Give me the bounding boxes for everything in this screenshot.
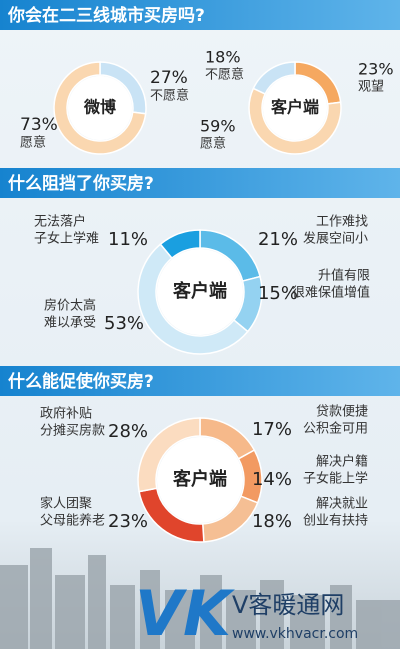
category-label: 很难保值增值 bbox=[292, 285, 370, 301]
center-label: 客户端 bbox=[173, 468, 227, 490]
value-label: 73% bbox=[20, 115, 58, 135]
section-title: 什么阻挡了你买房? bbox=[8, 173, 154, 194]
center-label: 客户端 bbox=[271, 98, 319, 117]
category-label: 房价太高 bbox=[44, 298, 96, 314]
watermark-name: V客暖通网 bbox=[232, 591, 344, 619]
donut-center bbox=[263, 76, 327, 140]
section-header bbox=[0, 366, 400, 396]
category-label: 政府补贴 bbox=[40, 407, 92, 422]
category-label: 不愿意 bbox=[205, 67, 244, 83]
category-label: 分摊买房款 bbox=[40, 423, 105, 439]
category-label: 升值有限 bbox=[318, 268, 370, 284]
category-label: 贷款便捷 bbox=[316, 405, 368, 420]
section-title: 什么能促使你买房? bbox=[8, 371, 154, 392]
category-label: 解决户籍 bbox=[316, 454, 368, 470]
section-header bbox=[0, 0, 400, 30]
donut-slice bbox=[137, 417, 201, 493]
center-label: 微博 bbox=[83, 98, 116, 117]
category-label: 愿意 bbox=[200, 136, 226, 152]
value-label: 15% bbox=[258, 283, 298, 304]
category-label: 父母能养老 bbox=[40, 513, 105, 529]
value-label: 18% bbox=[205, 48, 241, 67]
value-label: 11% bbox=[108, 229, 148, 250]
watermark-logo: VK bbox=[135, 577, 235, 649]
value-label: 23% bbox=[108, 511, 148, 532]
watermark-url: www.vkhvacr.com bbox=[232, 626, 358, 642]
donut-center bbox=[157, 249, 243, 335]
value-label: 14% bbox=[252, 469, 292, 490]
skyline bbox=[0, 548, 400, 649]
category-label: 公积金可用 bbox=[303, 421, 368, 437]
value-label: 28% bbox=[108, 421, 148, 442]
donut-center bbox=[68, 76, 132, 140]
donut-center bbox=[157, 437, 243, 523]
value-label: 18% bbox=[252, 511, 292, 532]
donut-slice bbox=[159, 229, 201, 260]
category-label: 发展空间小 bbox=[303, 231, 368, 247]
donut-slice bbox=[248, 87, 342, 155]
section-title: 你会在二三线城市买房吗? bbox=[7, 5, 205, 26]
category-label: 观望 bbox=[358, 79, 384, 95]
section-header bbox=[0, 168, 400, 198]
donut-slice bbox=[137, 243, 249, 355]
value-label: 21% bbox=[258, 229, 298, 250]
category-label: 无法落户 bbox=[34, 214, 86, 230]
value-label: 23% bbox=[358, 60, 394, 79]
value-label: 59% bbox=[200, 117, 236, 136]
category-label: 子女上学难 bbox=[34, 231, 99, 247]
center-label: 客户端 bbox=[173, 280, 227, 302]
value-label: 53% bbox=[104, 313, 144, 334]
category-label: 解决就业 bbox=[316, 497, 368, 512]
category-label: 难以承受 bbox=[44, 316, 96, 331]
donut-slice bbox=[53, 61, 147, 155]
donut-slice bbox=[252, 61, 296, 95]
category-label: 家人团聚 bbox=[40, 496, 92, 512]
category-label: 不愿意 bbox=[150, 88, 189, 104]
category-label: 创业有扶持 bbox=[303, 514, 368, 529]
value-label: 17% bbox=[252, 419, 292, 440]
category-label: 子女能上学 bbox=[303, 471, 368, 487]
category-label: 工作难找 bbox=[316, 215, 368, 230]
category-label: 愿意 bbox=[20, 135, 46, 151]
value-label: 27% bbox=[150, 68, 188, 88]
